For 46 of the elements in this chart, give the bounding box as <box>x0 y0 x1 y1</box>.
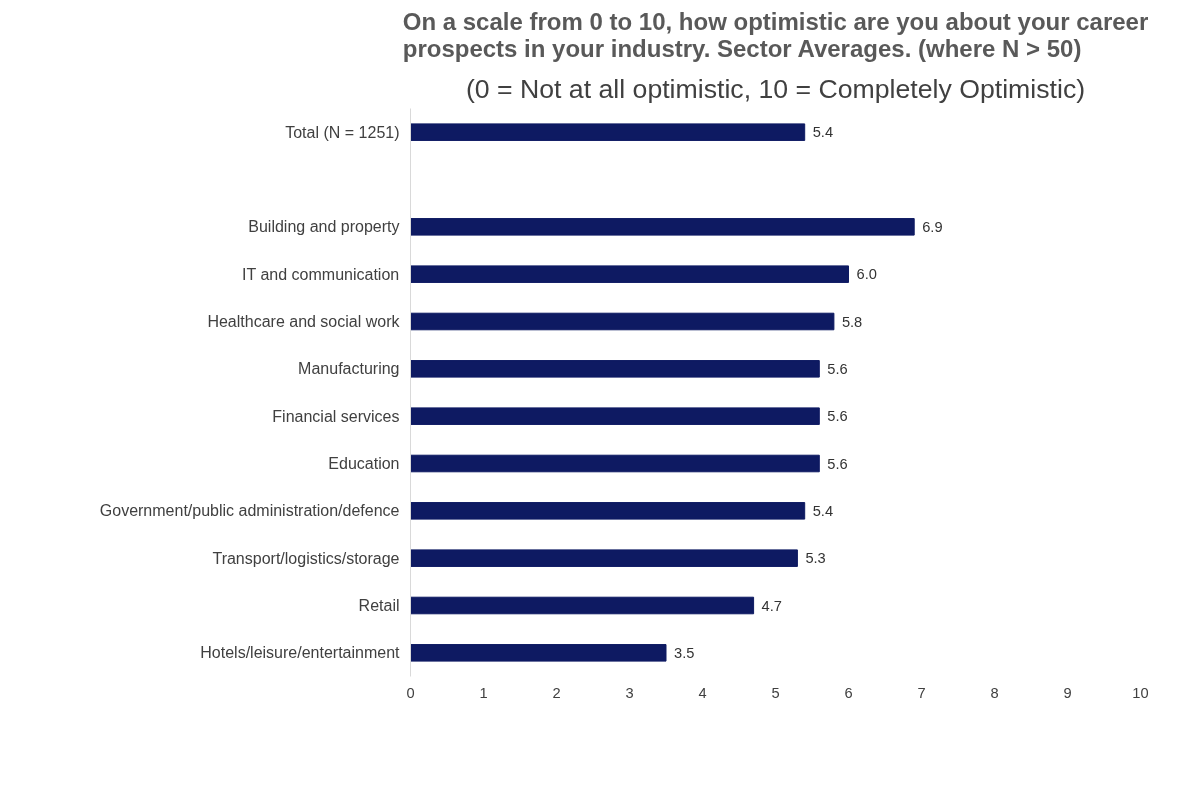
data-label: 5.6 <box>827 408 848 425</box>
x-tick-label: 1 <box>479 684 488 701</box>
bar <box>410 596 755 615</box>
bar <box>410 218 915 236</box>
x-tick-label: 0 <box>406 684 415 701</box>
x-tick-label: 8 <box>990 684 999 701</box>
y-tick-label: Total (N = 1251) <box>285 123 400 141</box>
data-label: 5.8 <box>841 313 863 330</box>
x-tick-label: 2 <box>552 684 561 701</box>
y-tick-label: Hotels/leisure/entertainment <box>200 644 401 662</box>
bar <box>410 502 806 520</box>
x-tick-label: 6 <box>844 684 853 701</box>
bar <box>410 644 667 662</box>
data-label: 4.7 <box>761 597 782 614</box>
x-tick-label: 10 <box>1132 684 1149 701</box>
bar <box>410 549 798 567</box>
y-tick-label: IT and communication <box>242 265 400 283</box>
data-label: 5.6 <box>827 360 848 377</box>
bar <box>410 454 820 473</box>
y-tick-label: Retail <box>358 597 400 614</box>
bar <box>410 123 806 141</box>
y-tick-label: Financial services <box>272 407 400 425</box>
data-label: 3.5 <box>674 644 695 661</box>
data-label: 6.9 <box>922 218 943 235</box>
data-label: 5.3 <box>805 550 826 567</box>
y-tick-label: Education <box>328 455 400 472</box>
x-tick-label: 4 <box>698 684 707 701</box>
bar <box>410 360 820 378</box>
y-tick-label: Transport/logistics/storage <box>212 549 400 567</box>
bar <box>410 265 849 283</box>
y-tick-label: Healthcare and social work <box>207 313 401 330</box>
x-tick-label: 5 <box>771 684 780 701</box>
chart-subtitle: (0 = Not at all optimistic, 10 = Completely Optimistic) <box>465 73 1086 104</box>
chart-title: On a scale from 0 to 10, how optimistic are you about your career prospects in your industry. Sector Averages. (where N > 50) <box>402 7 1149 62</box>
bar <box>410 407 820 425</box>
x-tick-label: 3 <box>625 684 634 701</box>
y-tick-label: Government/public administration/defence <box>99 502 400 520</box>
x-tick-label: 7 <box>917 684 926 701</box>
data-label: 5.4 <box>812 124 834 141</box>
y-tick-label: Building and property <box>248 218 400 236</box>
data-label: 5.6 <box>827 455 848 472</box>
data-label: 6.0 <box>856 266 877 283</box>
y-tick-label: Manufacturing <box>298 360 400 378</box>
data-label: 5.4 <box>812 502 834 519</box>
bar <box>410 312 835 331</box>
x-tick-label: 9 <box>1063 684 1072 701</box>
